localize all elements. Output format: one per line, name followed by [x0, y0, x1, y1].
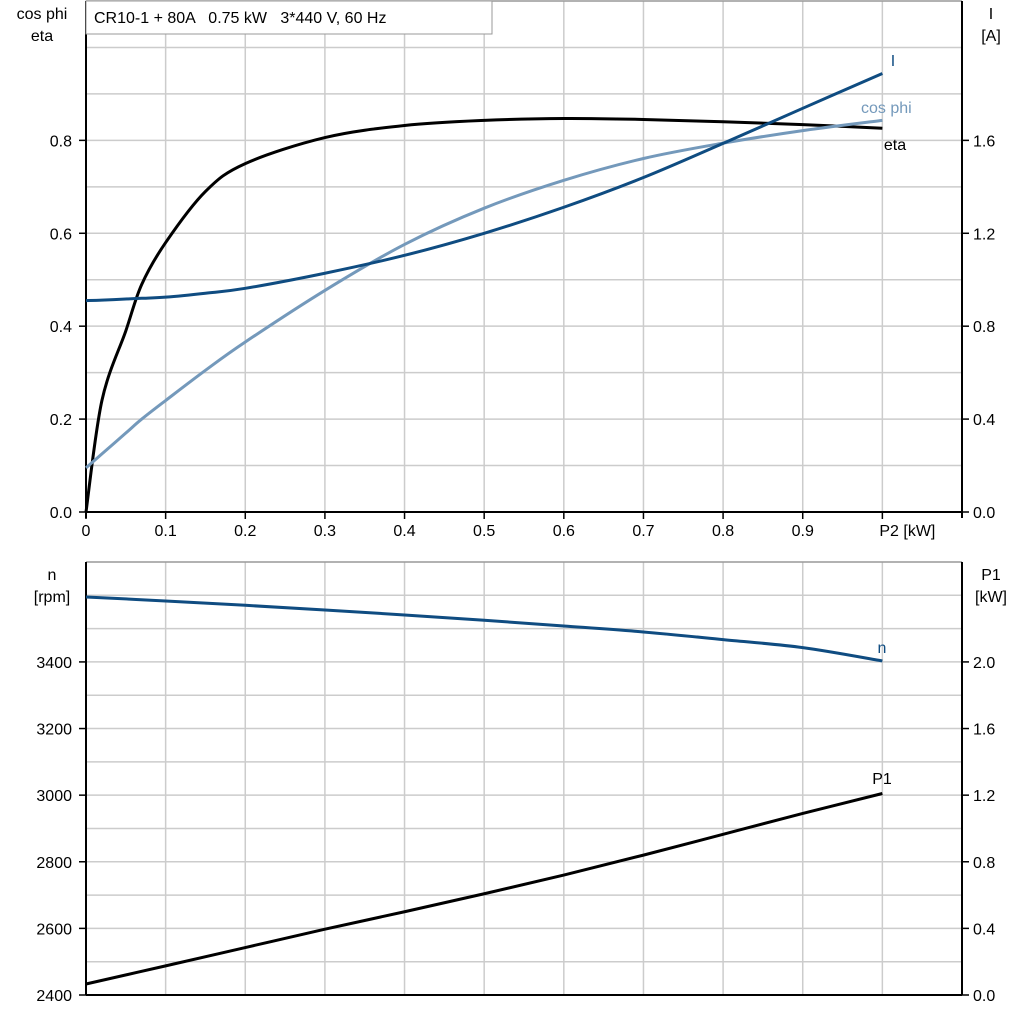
- y-left-axis-label: [rpm]: [34, 589, 70, 606]
- series-label-I: I: [891, 53, 895, 70]
- x-tick-label: 0.2: [234, 523, 256, 540]
- y-left-axis-label: cos phi: [17, 6, 68, 23]
- x-tick-label: 0.9: [792, 523, 814, 540]
- y-right-tick-label: 1.6: [973, 722, 995, 739]
- y-right-tick-label: 2.0: [973, 655, 995, 672]
- y-left-axis-label: n: [48, 567, 57, 584]
- series-label-P1: P1: [872, 771, 892, 788]
- y-right-axis-label: [kW]: [975, 589, 1007, 606]
- series-line-cos-phi: [85, 118, 883, 469]
- y-left-axis-label: eta: [31, 28, 53, 45]
- y-right-tick-label: 1.6: [973, 133, 995, 150]
- y-left-tick-label: 0.0: [50, 505, 72, 522]
- x-tick-label: 0.4: [393, 523, 415, 540]
- y-left-tick-label: 2800: [36, 855, 72, 872]
- y-left-tick-label: 2400: [36, 988, 72, 1005]
- y-right-axis-label: [A]: [981, 28, 1001, 45]
- series-line-P1: [85, 792, 883, 986]
- x-tick-label: 0.8: [712, 523, 734, 540]
- y-left-tick-label: 0.8: [50, 133, 72, 150]
- y-left-tick-label: 3200: [36, 722, 72, 739]
- x-tick-label: 0.5: [473, 523, 495, 540]
- x-tick-label: 0.7: [632, 523, 654, 540]
- y-left-tick-label: 3400: [36, 655, 72, 672]
- y-right-tick-label: 0.4: [973, 921, 995, 938]
- x-tick-label: 0: [82, 523, 91, 540]
- x-tick-label: 0.3: [314, 523, 336, 540]
- y-left-tick-label: 0.6: [50, 226, 72, 243]
- series-label-n: n: [878, 640, 887, 657]
- y-right-tick-label: 0.8: [973, 855, 995, 872]
- series-line-I: [85, 72, 883, 303]
- y-left-tick-label: 2600: [36, 921, 72, 938]
- x-tick-label: 0.6: [553, 523, 575, 540]
- series-line-eta: [84, 117, 883, 513]
- y-left-tick-label: 0.2: [50, 412, 72, 429]
- y-left-tick-label: 3000: [36, 788, 72, 805]
- chart-title: CR10-1 + 80A 0.75 kW 3*440 V, 60 Hz: [94, 10, 386, 27]
- x-axis-label: P2 [kW]: [879, 523, 935, 540]
- series-line-n: [85, 595, 883, 663]
- y-right-axis-label: P1: [981, 567, 1001, 584]
- y-right-tick-label: 0.0: [973, 988, 995, 1005]
- y-left-tick-label: 0.4: [50, 319, 72, 336]
- y-right-tick-label: 1.2: [973, 788, 995, 805]
- x-tick-label: 0.1: [155, 523, 177, 540]
- y-right-tick-label: 0.4: [973, 412, 995, 429]
- y-right-tick-label: 0.8: [973, 319, 995, 336]
- y-right-tick-label: 0.0: [973, 505, 995, 522]
- series-label-cos-phi: cos phi: [861, 100, 912, 117]
- title-box: [85, 0, 493, 35]
- y-right-axis-label: I: [989, 6, 993, 23]
- y-right-tick-label: 1.2: [973, 226, 995, 243]
- series-label-eta: eta: [884, 137, 906, 154]
